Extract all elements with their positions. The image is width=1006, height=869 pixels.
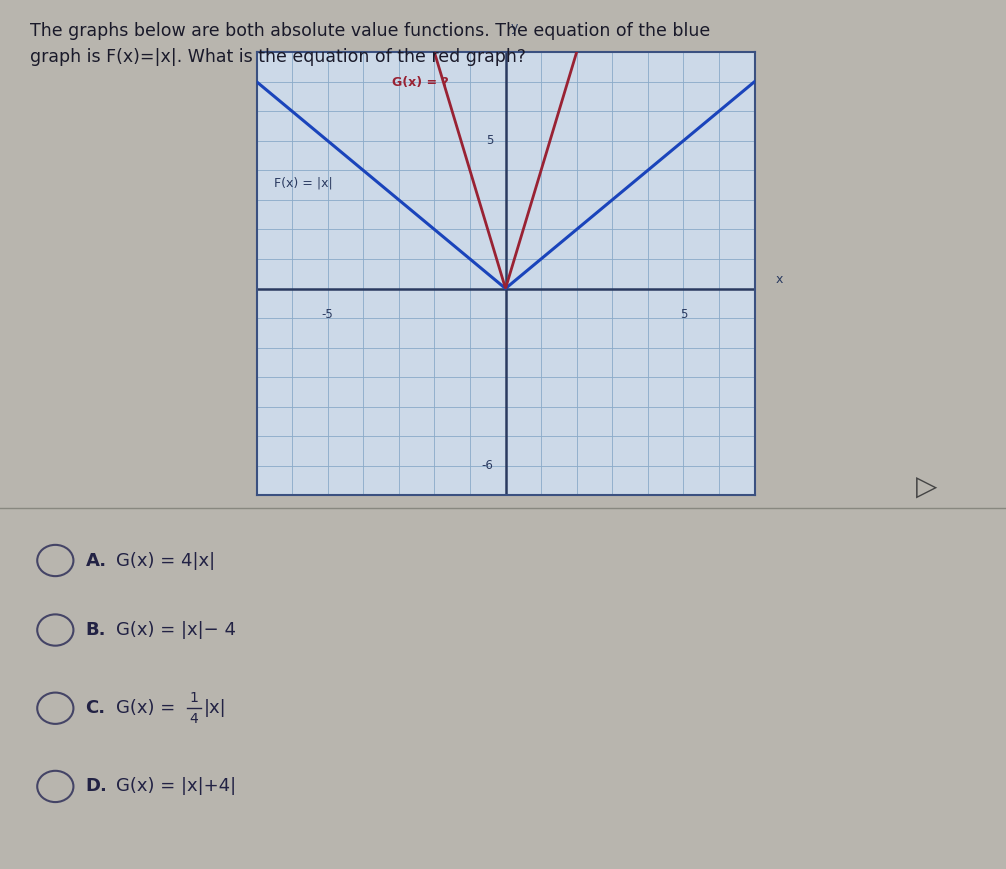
- Text: G(x) = |x|+4|: G(x) = |x|+4|: [116, 778, 235, 795]
- Text: A.: A.: [86, 552, 107, 569]
- Text: 5: 5: [680, 308, 687, 321]
- Text: D.: D.: [86, 778, 108, 795]
- Text: F(x) = |x|: F(x) = |x|: [275, 176, 333, 189]
- Text: x: x: [776, 273, 784, 286]
- Text: B.: B.: [86, 621, 106, 639]
- Text: y: y: [511, 22, 518, 35]
- Text: G(x) = ?: G(x) = ?: [391, 76, 449, 89]
- Text: G(x) = 4|x|: G(x) = 4|x|: [116, 552, 215, 569]
- Text: graph is F(x)=|x|. What is the equation of the red graph?: graph is F(x)=|x|. What is the equation …: [30, 48, 526, 66]
- Text: |x|: |x|: [204, 700, 226, 717]
- Text: The graphs below are both absolute value functions. The equation of the blue: The graphs below are both absolute value…: [30, 22, 710, 40]
- Text: ▷: ▷: [915, 473, 937, 501]
- Text: 4: 4: [190, 712, 198, 726]
- Text: 5: 5: [486, 135, 493, 147]
- Text: 1: 1: [190, 691, 198, 705]
- Text: -5: -5: [322, 308, 334, 321]
- Text: C.: C.: [86, 700, 106, 717]
- Text: G(x) = |x|− 4: G(x) = |x|− 4: [116, 621, 235, 639]
- Text: G(x) =: G(x) =: [116, 700, 181, 717]
- Text: -6: -6: [481, 460, 493, 472]
